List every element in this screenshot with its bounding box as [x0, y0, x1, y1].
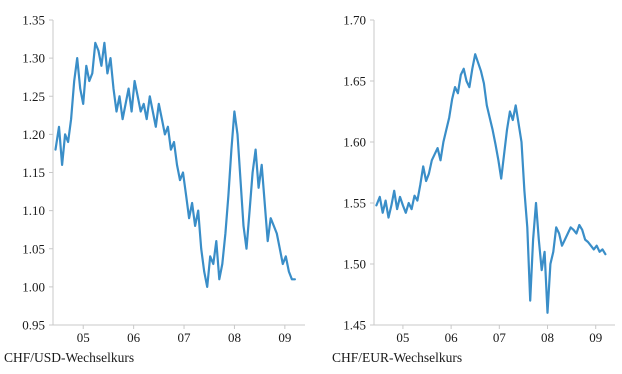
- chf-eur-y-tick-label: 1.60: [343, 135, 366, 150]
- chf-eur-series-line: [375, 53, 607, 314]
- chf-eur-chart: 1.45 1.50 1.55 1.60 1.65 1.70 05 06 07 08 09: [343, 13, 615, 345]
- chf-usd-y-tick-label: 1.00: [22, 279, 45, 294]
- chf-usd-x-tick-label: 05: [77, 330, 90, 345]
- chf-eur-y-tick-label: 1.50: [343, 257, 366, 272]
- chf-usd-caption: CHF/USD-Wechselkurs: [4, 350, 135, 365]
- chf-eur-x-tick-label: 07: [493, 330, 507, 345]
- chf-eur-y-tick-label: 1.70: [343, 13, 366, 28]
- chf-eur-x-tick-label: 09: [589, 330, 602, 345]
- chf-eur-y-tick-label: 1.45: [343, 318, 366, 333]
- chf-eur-y-tick-label: 1.55: [343, 196, 366, 211]
- chf-eur-chart-panel: 1.45 1.50 1.55 1.60 1.65 1.70 05 06 07 08 09: [312, 0, 622, 345]
- chf-eur-x-tick-label: 06: [445, 330, 459, 345]
- chf-usd-x-tick-label: 06: [127, 330, 141, 345]
- chf-eur-axes: [373, 20, 615, 326]
- chf-eur-y-tick-label: 1.65: [343, 74, 366, 89]
- chf-usd-y-tick-label: 1.35: [22, 13, 45, 28]
- chf-usd-y-tick-label: 1.10: [22, 203, 45, 218]
- chf-usd-y-tick-label: 1.20: [22, 127, 45, 142]
- chf-usd-chart: 0.95 1.00 1.05 1.10 1.15 1.20 1.25 1.30 1.35 05 06…: [22, 13, 305, 345]
- chf-usd-y-tick-label: 1.15: [22, 165, 45, 180]
- chf-usd-x-tick-label: 07: [178, 330, 192, 345]
- chf-eur-x-tick-label: 05: [396, 330, 409, 345]
- chf-usd-x-tick-label: 08: [228, 330, 241, 345]
- chf-eur-caption: CHF/EUR-Wechselkurs: [332, 350, 463, 365]
- chf-usd-y-tick-label: 1.30: [22, 51, 45, 66]
- chf-usd-y-tick-label: 0.95: [22, 318, 45, 333]
- chf-usd-y-tick-label: 1.25: [22, 89, 45, 104]
- chf-usd-series-line: [54, 41, 296, 288]
- chf-eur-x-tick-label: 08: [541, 330, 554, 345]
- chf-usd-y-tick-label: 1.05: [22, 241, 45, 256]
- chf-usd-x-tick-label: 09: [278, 330, 291, 345]
- chf-usd-chart-panel: 0.95 1.00 1.05 1.10 1.15 1.20 1.25 1.30 1.35 05 06…: [0, 0, 310, 345]
